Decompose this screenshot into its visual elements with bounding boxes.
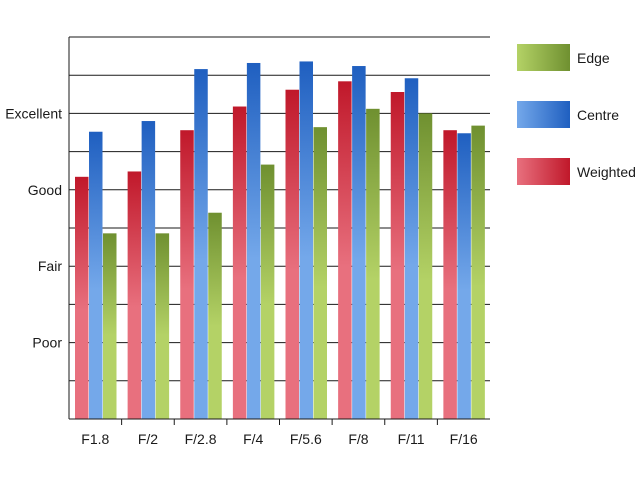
x-tick-label: F/5.6 bbox=[290, 431, 322, 447]
bar-weighted-F56 bbox=[285, 89, 299, 419]
x-tick-label: F/2 bbox=[138, 431, 158, 447]
bar-weighted-F4 bbox=[232, 106, 247, 420]
bar-centre-F56 bbox=[299, 61, 313, 420]
bar-edge-F11 bbox=[418, 113, 433, 420]
axes bbox=[68, 37, 490, 425]
legend-swatch-weighted bbox=[517, 158, 570, 185]
bar-edge-F56 bbox=[313, 127, 327, 419]
x-tick-label: F/8 bbox=[348, 431, 368, 447]
x-tick-label: F/16 bbox=[450, 431, 478, 447]
bar-weighted-F11 bbox=[390, 92, 405, 420]
bar-weighted-F16 bbox=[443, 130, 457, 419]
bar-edge-F28 bbox=[208, 212, 222, 419]
bar-edge-F16 bbox=[471, 125, 485, 420]
bar-centre-F8 bbox=[352, 66, 366, 420]
legend: Edge Centre Weighted bbox=[517, 44, 636, 185]
y-tick-label: Good bbox=[28, 182, 62, 198]
bar-edge-F2 bbox=[155, 233, 170, 419]
bar-centre-F28 bbox=[194, 69, 208, 419]
bar-centre-F2 bbox=[141, 121, 156, 419]
bar-edge-F18 bbox=[103, 233, 117, 419]
y-tick-labels: Poor Fair Good Excellent bbox=[5, 105, 62, 350]
legend-label-edge: Edge bbox=[577, 50, 610, 66]
x-tick-label: F1.8 bbox=[81, 431, 109, 447]
bar-edge-F4 bbox=[260, 164, 275, 419]
x-tick-label: F/11 bbox=[398, 431, 425, 447]
bar-centre-F4 bbox=[246, 62, 261, 419]
bar-weighted-F2 bbox=[127, 171, 142, 419]
legend-label-weighted: Weighted bbox=[577, 164, 636, 180]
bar-centre-F11 bbox=[404, 78, 419, 420]
bar-weighted-F8 bbox=[338, 81, 352, 419]
bar-weighted-F18 bbox=[75, 176, 89, 419]
bar-weighted-F28 bbox=[180, 130, 194, 419]
x-tick-label: F/2.8 bbox=[185, 431, 217, 447]
x-tick-label: F/4 bbox=[243, 431, 263, 447]
x-tick-labels: F1.8 F/2 F/2.8 F/4 F/5.6 F/8 F/11 F/16 bbox=[81, 431, 478, 447]
bar-centre-F16 bbox=[457, 133, 471, 419]
legend-label-centre: Centre bbox=[577, 107, 619, 123]
legend-swatch-centre bbox=[517, 101, 570, 128]
y-tick-label: Poor bbox=[32, 335, 62, 351]
legend-swatch-edge bbox=[517, 44, 570, 71]
bar-edge-F8 bbox=[366, 108, 380, 419]
bars bbox=[75, 61, 485, 420]
y-tick-label: Excellent bbox=[5, 105, 62, 121]
y-tick-label: Fair bbox=[38, 258, 62, 274]
bar-centre-F18 bbox=[89, 131, 103, 419]
